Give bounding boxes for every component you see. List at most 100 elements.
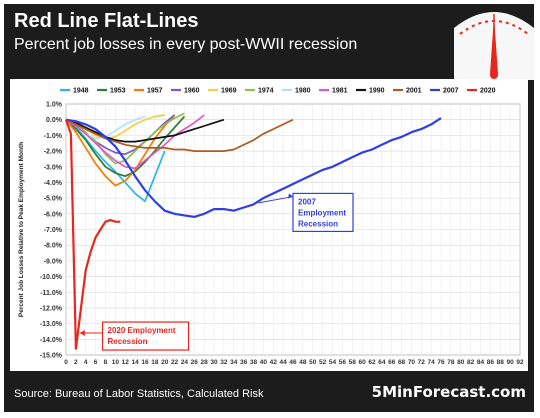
y-tick-label: -13.0% — [40, 321, 63, 328]
x-tick-label: 62 — [368, 359, 376, 366]
x-tick-label: 78 — [447, 359, 455, 366]
x-tick-label: 58 — [349, 359, 357, 366]
x-tick-label: 74 — [428, 359, 436, 366]
x-tick-label: 8 — [104, 359, 108, 366]
x-tick-label: 10 — [112, 359, 120, 366]
x-tick-label: 46 — [289, 359, 297, 366]
y-tick-label: -11.0% — [40, 290, 63, 297]
y-tick-label: -10.0% — [40, 274, 63, 281]
annotation-2007-box — [292, 192, 354, 233]
x-tick-label: 12 — [122, 359, 130, 366]
y-tick-label: -14.0% — [40, 337, 63, 344]
y-tick-label: -8.0% — [44, 243, 63, 250]
x-tick-label: 20 — [161, 359, 169, 366]
y-tick-label: -1.0% — [44, 133, 63, 140]
x-tick-label: 70 — [408, 359, 416, 366]
x-tick-label: 32 — [220, 359, 228, 366]
x-tick-label: 24 — [181, 359, 189, 366]
x-tick-label: 0 — [64, 359, 68, 366]
y-tick-label: -2.0% — [44, 149, 63, 156]
annotation-2007-text: Recession — [298, 219, 338, 228]
annotation-2007-text: Employment — [298, 208, 346, 217]
legend-label: 2007 — [443, 88, 459, 95]
series-line-1981 — [65, 114, 205, 170]
series-line-1990 — [65, 118, 225, 143]
y-tick-label: -4.0% — [44, 180, 63, 187]
x-tick-label: 14 — [131, 359, 139, 366]
legend-label: 1960 — [184, 88, 200, 95]
series-line-2001 — [65, 118, 294, 152]
chart-panel: 1.0% 0.0% -1.0% -2.0% -3.0% -4.0% -5.0% -6.0% -7… — [10, 79, 528, 371]
x-tick-label: 50 — [309, 359, 317, 366]
y-axis-label: Percent Job Losses Relative to Peak Empl… — [18, 142, 25, 317]
x-tick-label: 82 — [467, 359, 475, 366]
x-tick-label: 22 — [171, 359, 179, 366]
x-tick-label: 36 — [240, 359, 248, 366]
x-tick-label: 86 — [487, 359, 495, 366]
series-line-1957 — [65, 114, 176, 187]
x-tick-label: 56 — [339, 359, 347, 366]
x-tick-label: 18 — [151, 359, 159, 366]
legend-label: 2020 — [480, 88, 496, 95]
annotation-2020-text: Recession — [108, 337, 148, 346]
x-tick-label: 26 — [191, 359, 199, 366]
y-tick-label: -3.0% — [44, 164, 63, 171]
annotation-2007-arrowhead — [288, 193, 293, 199]
x-tick-label: 40 — [260, 359, 268, 366]
legend-label: 1957 — [147, 88, 163, 95]
annotation-2020-text: 2020 Employment — [108, 326, 176, 335]
annotation-2007-text: 2007 — [298, 197, 316, 206]
legend-label: 2001 — [406, 88, 422, 95]
x-tick-label: 90 — [507, 359, 515, 366]
x-tick-label: 34 — [230, 359, 238, 366]
y-tick-label: -7.0% — [44, 227, 63, 234]
legend-label: 1980 — [295, 88, 311, 95]
x-tick-label: 68 — [398, 359, 406, 366]
y-tick-label: -15.0% — [40, 353, 63, 360]
legend-label: 1953 — [110, 88, 126, 95]
x-tick-label: 38 — [250, 359, 258, 366]
chart-frame: Red Line Flat-Lines Percent job losses i… — [4, 4, 534, 412]
source-note: Source: Bureau of Labor Statistics, Calc… — [14, 388, 264, 400]
x-tick-label: 4 — [84, 359, 88, 366]
x-tick-label: 16 — [141, 359, 149, 366]
y-tick-label: 0.0% — [46, 117, 63, 124]
legend-label: 1990 — [369, 88, 385, 95]
chart-title: Red Line Flat-Lines — [14, 10, 199, 32]
x-tick-label: 84 — [477, 359, 485, 366]
x-tick-label: 48 — [299, 359, 307, 366]
x-tick-label: 6 — [94, 359, 98, 366]
brand-logo: 5MinForecast.com — [371, 383, 526, 401]
x-tick-label: 52 — [319, 359, 327, 366]
x-tick-label: 72 — [418, 359, 426, 366]
y-tick-label: 1.0% — [46, 102, 63, 109]
series-line-2020 — [64, 119, 121, 350]
x-tick-label: 2 — [74, 359, 78, 366]
x-tick-label: 54 — [329, 359, 337, 366]
x-tick-label: 60 — [358, 359, 366, 366]
legend-label: 1948 — [73, 88, 89, 95]
x-tick-label: 92 — [516, 359, 524, 366]
gauge-icon — [454, 12, 534, 80]
x-tick-label: 66 — [388, 359, 396, 366]
legend-label: 1981 — [332, 88, 348, 95]
y-tick-label: -9.0% — [44, 258, 63, 265]
y-tick-label: -12.0% — [40, 305, 63, 312]
x-tick-label: 80 — [457, 359, 465, 366]
x-tick-label: 76 — [437, 359, 445, 366]
legend-label: 1974 — [258, 88, 274, 95]
series-line-1953 — [65, 115, 186, 178]
chart-subtitle: Percent job losses in every post-WWII re… — [14, 36, 358, 53]
annotation-2020-box — [101, 321, 190, 351]
annotation-2020-arrowhead — [79, 330, 85, 337]
x-tick-label: 42 — [270, 359, 278, 366]
x-tick-label: 44 — [280, 359, 288, 366]
x-tick-label: 64 — [378, 359, 386, 366]
legend-label: 1969 — [221, 88, 237, 95]
y-tick-label: -6.0% — [44, 211, 63, 218]
x-tick-label: 28 — [201, 359, 209, 366]
x-tick-label: 30 — [210, 359, 218, 366]
line-chart: 1.0% 0.0% -1.0% -2.0% -3.0% -4.0% -5.0% -6.0% -7… — [18, 88, 524, 367]
series-line-2007 — [65, 117, 442, 218]
annotation-2007-arrow — [258, 196, 294, 204]
